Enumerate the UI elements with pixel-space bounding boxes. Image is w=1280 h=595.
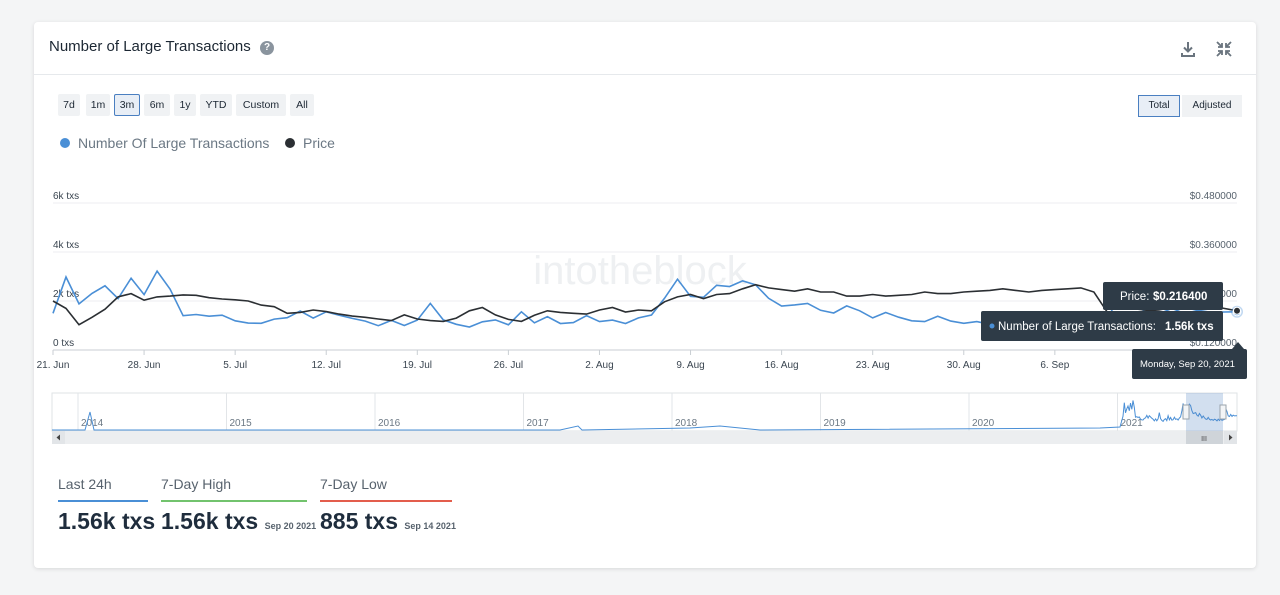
navigator-year-label: 2018	[675, 418, 698, 429]
stat-label-last24h: Last 24h	[58, 476, 112, 492]
legend-label-txs: Number Of Large Transactions	[78, 135, 270, 151]
navigator-year-label: 2019	[824, 418, 847, 429]
tooltip-txs-value: 1.56k txs	[1165, 321, 1214, 333]
x-tick-label: 9. Aug	[676, 360, 704, 371]
chevron-right-icon	[1229, 434, 1233, 441]
chevron-left-icon	[56, 434, 60, 441]
range-button-7d[interactable]: 7d	[58, 94, 80, 116]
navigator-year-label: 2015	[230, 418, 253, 429]
watermark-text: intotheblock	[533, 249, 747, 293]
legend-dot-icon	[60, 138, 70, 148]
tooltip-txs-label: Number of Large Transactions:	[998, 321, 1156, 333]
x-tick-label: 21. Jun	[37, 360, 70, 371]
question-circle-icon[interactable]: ?	[260, 41, 274, 55]
hover-point-price[interactable]	[1233, 306, 1241, 315]
tooltip-price-label: Price:	[1120, 291, 1149, 303]
range-button-6m[interactable]: 6m	[144, 94, 170, 116]
range-button-custom[interactable]: Custom	[236, 94, 286, 116]
navigator-year-label: 2021	[1121, 418, 1144, 429]
navigator-right-handle[interactable]	[1219, 404, 1227, 420]
x-tick-label: 5. Jul	[223, 360, 247, 371]
tooltip-price-box	[1103, 282, 1223, 310]
stat-date: Sep 20 2021	[264, 521, 317, 531]
navigator-frame	[51, 392, 1238, 432]
range-button-3m[interactable]: 3m	[114, 94, 140, 116]
scrollbar-thumb[interactable]	[1186, 431, 1223, 444]
tooltip-date-box	[1132, 349, 1247, 379]
navigator-scrollbar[interactable]	[52, 431, 1237, 444]
navigator-series-line	[52, 400, 1238, 431]
y-left-tick-label: 4k txs	[53, 240, 79, 251]
y-left-tick-label: 0 txs	[53, 338, 74, 349]
series-line-price	[52, 283, 1238, 326]
stat-value-text: 885 txs	[320, 508, 399, 534]
navigator-year-label: 2017	[527, 418, 550, 429]
x-tick-label: 12. Jul	[311, 360, 340, 371]
collapse-arrows-icon[interactable]	[1215, 40, 1233, 58]
legend-item-price[interactable]: Price	[285, 135, 335, 151]
stat-underline-last24h	[58, 500, 148, 502]
tooltip-txs-box	[981, 311, 1223, 341]
tooltip-date: Monday, Sep 20, 2021	[1140, 359, 1235, 370]
mode-button-adjusted[interactable]: Adjusted	[1182, 95, 1242, 117]
legend-label-price: Price	[303, 135, 335, 151]
navigator-year-label: 2016	[378, 418, 401, 429]
mode-button-total[interactable]: Total	[1138, 95, 1180, 117]
stat-value-text: 1.56k txs	[58, 508, 156, 534]
range-navigator[interactable]: 2014 2015 2016 2017 2018 2019 2020 2021 III	[51, 392, 1238, 444]
range-button-ytd[interactable]: YTD	[200, 94, 232, 116]
stat-value-high: 1.56k txs Sep 20 2021	[161, 508, 316, 535]
range-button-1y[interactable]: 1y	[174, 94, 196, 116]
legend-dot-icon	[285, 138, 295, 148]
y-left-tick-label: 6k txs	[53, 191, 79, 202]
stat-label-low: 7-Day Low	[320, 476, 387, 492]
stat-value-low: 885 txs Sep 14 2021	[320, 508, 456, 535]
x-tick-label: 30. Aug	[947, 360, 981, 371]
scrollbar-grip-icon: III	[1201, 436, 1207, 443]
chart-tooltip: Price: $0.216400 Number of Large Transac…	[981, 282, 1247, 379]
tooltip-series-dot	[989, 323, 995, 329]
x-tick-label: 19. Jul	[403, 360, 432, 371]
download-icon[interactable]	[1179, 40, 1197, 58]
y-right-tick-label: $0.480000	[1190, 191, 1238, 202]
card-title: Number of Large Transactions	[49, 38, 251, 55]
tooltip-date-arrow	[1232, 342, 1244, 349]
stat-value-last24h: 1.56k txs	[58, 508, 155, 535]
x-tick-label: 28. Jun	[128, 360, 161, 371]
legend-item-txs[interactable]: Number Of Large Transactions	[60, 135, 269, 151]
navigator-selection[interactable]	[1186, 393, 1223, 431]
range-button-all[interactable]: All	[290, 94, 314, 116]
range-button-1m[interactable]: 1m	[86, 94, 110, 116]
stat-value-text: 1.56k txs	[161, 508, 259, 534]
card-header: Number of Large Transactions ?	[34, 22, 1256, 75]
x-tick-label: 23. Aug	[856, 360, 890, 371]
y-right-tick-label: $0.120000	[1190, 338, 1238, 349]
x-tick-label: 2. Aug	[585, 360, 613, 371]
x-tick-label: 6. Sep	[1040, 360, 1069, 371]
navigator-left-handle[interactable]	[1182, 404, 1190, 420]
chart-card: Number of Large Transactions ? 7d 1m 3m …	[34, 22, 1256, 568]
navigator-year-label: 2020	[972, 418, 995, 429]
line-chart[interactable]: intotheblock 0 txs 2k txs 4k txs 6k txs $0.…	[0, 0, 1280, 450]
stat-underline-high	[161, 500, 307, 502]
x-tick-label: 16. Aug	[765, 360, 799, 371]
stat-label-high: 7-Day High	[161, 476, 232, 492]
stat-date: Sep 14 2021	[404, 521, 456, 531]
x-tick-label: 26. Jul	[494, 360, 523, 371]
stat-underline-low	[320, 500, 452, 502]
y-right-tick-label: $0.360000	[1190, 240, 1238, 251]
y-left-tick-label: 2k txs	[53, 289, 79, 300]
tooltip-price-value: $0.216400	[1153, 291, 1207, 303]
